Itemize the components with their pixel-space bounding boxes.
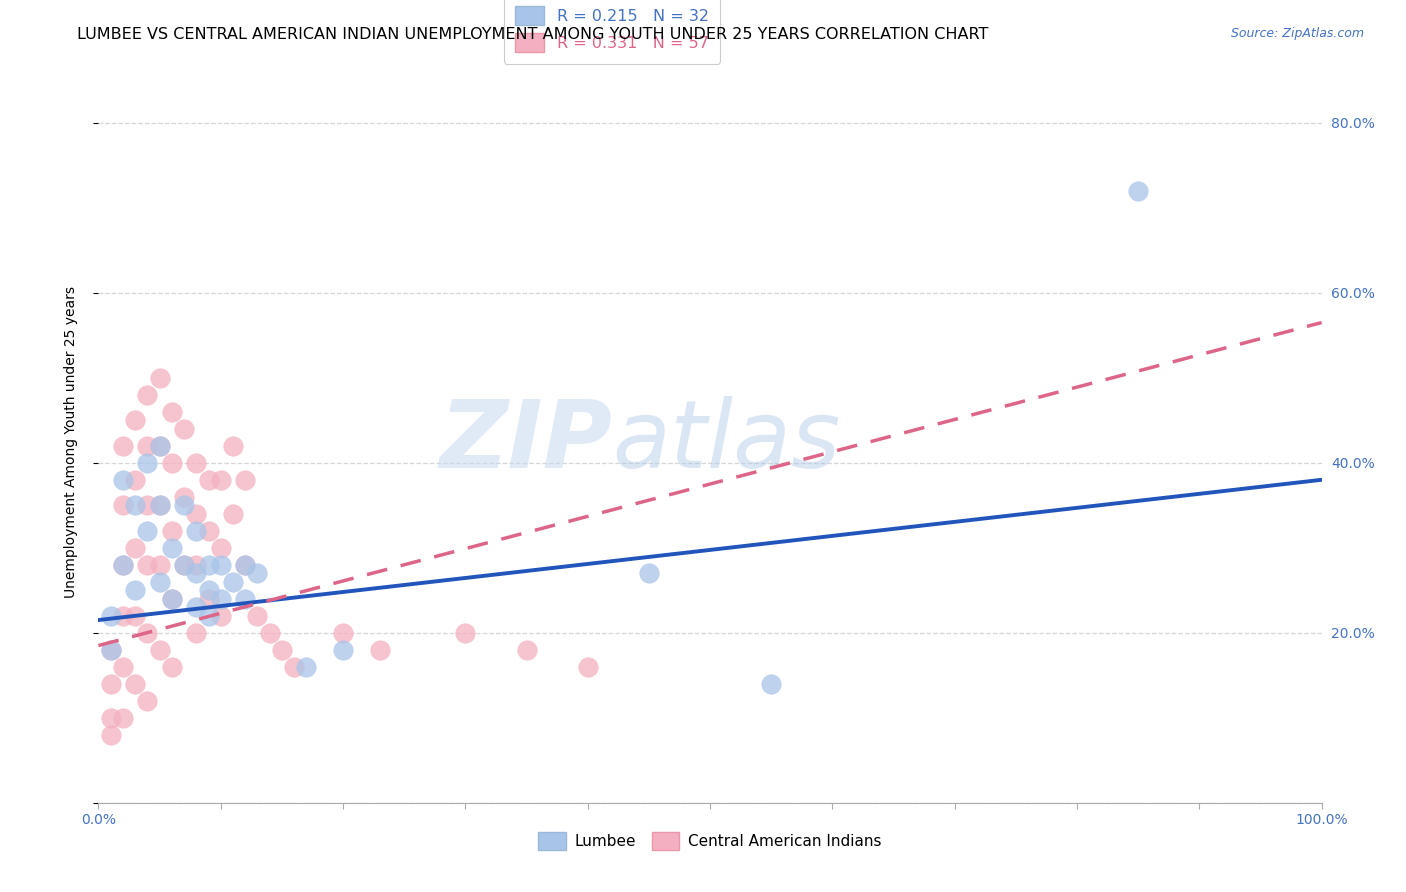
Point bbox=[332, 642, 354, 657]
Point bbox=[111, 439, 134, 453]
Point bbox=[160, 456, 183, 470]
Point bbox=[160, 660, 183, 674]
Point bbox=[124, 541, 146, 555]
Point bbox=[222, 574, 245, 589]
Point bbox=[246, 566, 269, 581]
Point bbox=[136, 498, 159, 512]
Point bbox=[136, 456, 159, 470]
Point bbox=[1128, 184, 1150, 198]
Point bbox=[160, 541, 183, 555]
Legend: Lumbee, Central American Indians: Lumbee, Central American Indians bbox=[531, 826, 889, 856]
Point bbox=[222, 507, 245, 521]
Point bbox=[283, 660, 305, 674]
Point bbox=[100, 642, 122, 657]
Point bbox=[295, 660, 318, 674]
Point bbox=[197, 473, 219, 487]
Point bbox=[197, 583, 219, 598]
Point bbox=[233, 473, 256, 487]
Point bbox=[111, 711, 134, 725]
Text: LUMBEE VS CENTRAL AMERICAN INDIAN UNEMPLOYMENT AMONG YOUTH UNDER 25 YEARS CORREL: LUMBEE VS CENTRAL AMERICAN INDIAN UNEMPL… bbox=[77, 27, 988, 42]
Point bbox=[149, 558, 172, 572]
Point bbox=[186, 625, 208, 640]
Point bbox=[136, 524, 159, 538]
Point bbox=[124, 473, 146, 487]
Point bbox=[173, 422, 195, 436]
Point bbox=[209, 608, 232, 623]
Point bbox=[173, 558, 195, 572]
Point bbox=[111, 608, 134, 623]
Point bbox=[111, 498, 134, 512]
Point bbox=[111, 558, 134, 572]
Point bbox=[233, 558, 256, 572]
Point bbox=[136, 694, 159, 708]
Point bbox=[209, 541, 232, 555]
Point bbox=[515, 642, 537, 657]
Point bbox=[136, 558, 159, 572]
Point bbox=[149, 498, 172, 512]
Point bbox=[124, 608, 146, 623]
Point bbox=[186, 456, 208, 470]
Point bbox=[149, 439, 172, 453]
Point bbox=[100, 608, 122, 623]
Point bbox=[197, 524, 219, 538]
Point bbox=[160, 524, 183, 538]
Point bbox=[111, 660, 134, 674]
Point bbox=[222, 439, 245, 453]
Text: atlas: atlas bbox=[612, 396, 841, 487]
Point bbox=[149, 642, 172, 657]
Point bbox=[209, 473, 232, 487]
Point bbox=[186, 558, 208, 572]
Point bbox=[233, 558, 256, 572]
Point bbox=[186, 566, 208, 581]
Point bbox=[149, 574, 172, 589]
Point bbox=[111, 558, 134, 572]
Point bbox=[761, 677, 783, 691]
Point bbox=[197, 558, 219, 572]
Point bbox=[270, 642, 294, 657]
Point bbox=[576, 660, 599, 674]
Point bbox=[100, 728, 122, 742]
Point bbox=[160, 591, 183, 606]
Point bbox=[332, 625, 354, 640]
Point bbox=[100, 677, 122, 691]
Point bbox=[197, 608, 219, 623]
Point bbox=[186, 507, 208, 521]
Point bbox=[160, 405, 183, 419]
Point bbox=[259, 625, 281, 640]
Point bbox=[160, 591, 183, 606]
Point bbox=[136, 625, 159, 640]
Point bbox=[149, 371, 172, 385]
Text: ZIP: ZIP bbox=[439, 395, 612, 488]
Text: Source: ZipAtlas.com: Source: ZipAtlas.com bbox=[1230, 27, 1364, 40]
Point bbox=[124, 583, 146, 598]
Point bbox=[246, 608, 269, 623]
Point bbox=[124, 413, 146, 427]
Point bbox=[124, 677, 146, 691]
Point bbox=[149, 498, 172, 512]
Point bbox=[124, 498, 146, 512]
Point bbox=[173, 558, 195, 572]
Point bbox=[368, 642, 391, 657]
Point bbox=[637, 566, 661, 581]
Point bbox=[209, 558, 232, 572]
Point bbox=[149, 439, 172, 453]
Point bbox=[100, 642, 122, 657]
Point bbox=[100, 711, 122, 725]
Point bbox=[173, 498, 195, 512]
Point bbox=[233, 591, 256, 606]
Point bbox=[186, 524, 208, 538]
Point bbox=[209, 591, 232, 606]
Point bbox=[136, 388, 159, 402]
Point bbox=[454, 625, 477, 640]
Y-axis label: Unemployment Among Youth under 25 years: Unemployment Among Youth under 25 years bbox=[63, 285, 77, 598]
Point bbox=[173, 490, 195, 504]
Point bbox=[197, 591, 219, 606]
Point bbox=[186, 600, 208, 615]
Point bbox=[111, 473, 134, 487]
Point bbox=[136, 439, 159, 453]
